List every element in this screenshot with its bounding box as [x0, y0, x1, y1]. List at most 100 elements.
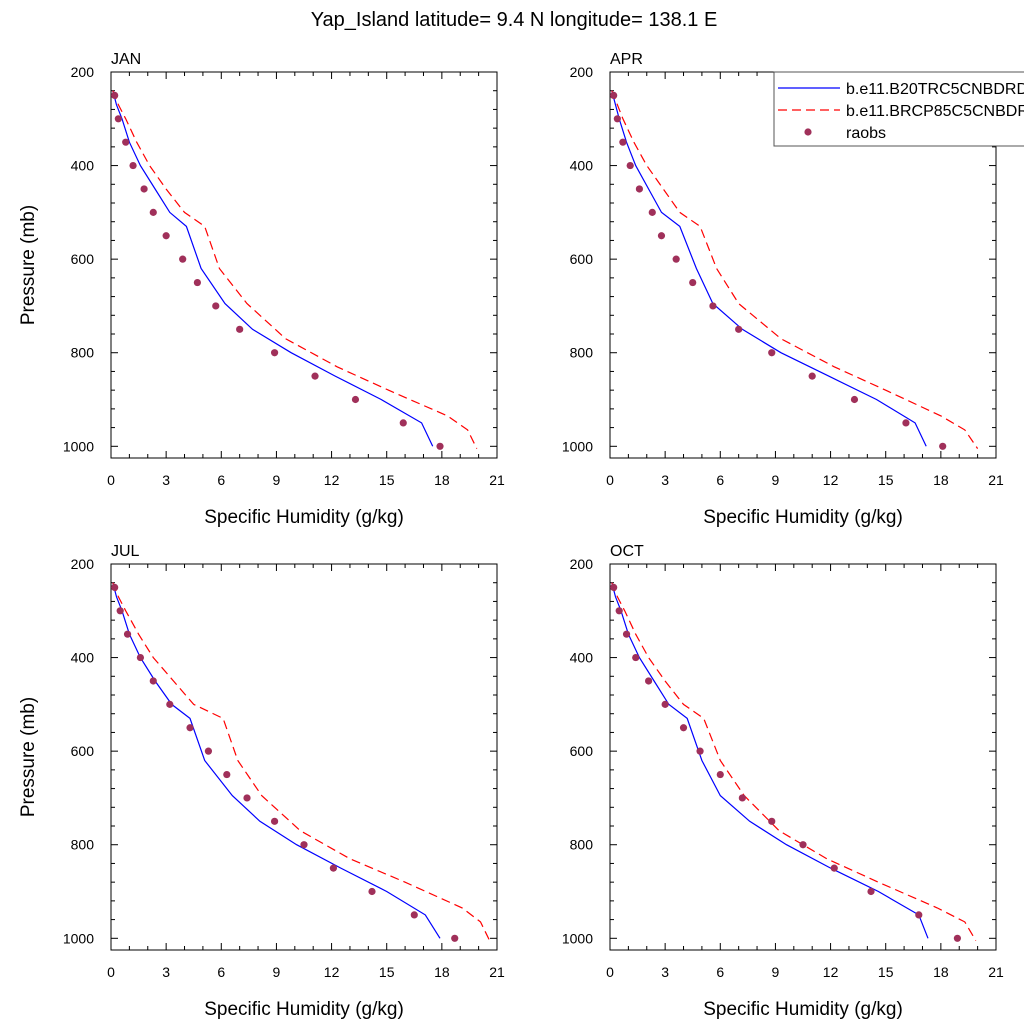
raobs-point	[300, 841, 308, 849]
raobs-point	[902, 419, 910, 427]
y-tick-label: 400	[570, 650, 594, 666]
plot-frame	[110, 71, 498, 459]
y-tick-label: 400	[71, 650, 95, 666]
x-tick-label: 9	[772, 964, 780, 980]
y-tick-label: 600	[570, 251, 594, 267]
plot-frame	[609, 563, 997, 951]
x-tick-label: 18	[434, 964, 450, 980]
legend: b.e11.B20TRC5CNBDRD b.e11.BRCP85C5CNBDRD r…	[773, 71, 1024, 147]
raobs-point	[738, 794, 746, 802]
raobs-point	[613, 115, 621, 123]
y-tick-label: 1000	[63, 930, 94, 946]
raobs-point	[122, 138, 130, 146]
raobs-point	[799, 841, 807, 849]
raobs-point	[615, 607, 623, 615]
y-tick-label: 200	[570, 556, 594, 572]
series-line-hist	[611, 582, 929, 939]
x-tick-label: 9	[772, 472, 780, 488]
raobs-point	[243, 794, 251, 802]
raobs-point	[632, 653, 640, 662]
raobs-point	[149, 677, 157, 685]
x-tick-label: 12	[823, 964, 839, 980]
raobs-point	[136, 653, 145, 662]
raobs-point	[270, 349, 279, 357]
panel-label: OCT	[610, 543, 644, 560]
raobs-point	[270, 817, 279, 825]
x-tick-label: 18	[933, 964, 949, 980]
raobs-point	[129, 161, 137, 170]
raobs-point	[939, 442, 947, 450]
figure-title: Yap_Island latitude= 9.4 N longitude= 13…	[311, 9, 718, 31]
x-tick-label: 6	[217, 964, 225, 980]
y-axis-title: Pressure (mb)	[18, 205, 39, 325]
raobs-point	[149, 208, 157, 216]
raobs-point	[830, 864, 838, 872]
x-tick-label: 15	[379, 472, 395, 488]
legend-label: b.e11.B20TRC5CNBDRD	[846, 81, 1024, 98]
x-tick-label: 9	[273, 472, 281, 488]
raobs-point	[679, 724, 688, 732]
series-line-rcp85	[112, 582, 491, 941]
raobs-point	[768, 817, 776, 825]
raobs-point	[114, 115, 122, 123]
x-tick-label: 3	[661, 964, 669, 980]
raobs-point	[610, 583, 618, 591]
y-tick-label: 1000	[562, 930, 593, 946]
raobs-point	[645, 677, 653, 685]
raobs-point	[140, 185, 148, 193]
y-tick-label: 800	[570, 345, 594, 361]
raobs-point	[735, 325, 743, 333]
raobs-point	[193, 278, 201, 287]
panel-label: JAN	[111, 51, 141, 68]
series-line-hist	[611, 90, 927, 447]
raobs-point	[657, 232, 666, 240]
x-tick-label: 21	[988, 472, 1004, 488]
raobs-point	[368, 887, 376, 896]
raobs-point	[626, 161, 634, 170]
panel-label: APR	[610, 51, 643, 68]
x-tick-label: 0	[107, 964, 115, 980]
legend-box	[773, 71, 1024, 147]
raobs-point	[808, 372, 816, 380]
raobs-point	[204, 747, 213, 755]
x-tick-label: 15	[379, 964, 395, 980]
raobs-point	[867, 887, 875, 896]
x-tick-label: 6	[217, 472, 225, 488]
raobs-point	[162, 232, 170, 240]
raobs-point	[212, 302, 220, 310]
raobs-point	[648, 208, 656, 216]
raobs-point	[850, 395, 859, 404]
raobs-point	[915, 911, 923, 919]
x-tick-label: 0	[107, 472, 115, 488]
y-tick-label: 800	[71, 837, 95, 853]
raobs-point	[329, 864, 338, 872]
raobs-point	[223, 770, 231, 779]
x-axis-title: Specific Humidity (g/kg)	[204, 999, 404, 1020]
x-tick-label: 18	[434, 472, 450, 488]
x-tick-label: 15	[878, 472, 894, 488]
x-tick-label: 3	[162, 964, 170, 980]
y-tick-label: 200	[71, 556, 95, 572]
y-tick-label: 400	[570, 158, 594, 174]
x-tick-label: 21	[988, 964, 1004, 980]
panel-apr: APR 0 3 6 9 12 15 18 21 200 400 600 800 1000 Specific …	[562, 51, 1004, 528]
panel-jul: JUL 0 3 6 9 12 15 18 21 200 400 600 800 1000 Specific …	[18, 543, 505, 1020]
y-tick-label: 1000	[562, 438, 593, 454]
series-line-hist	[112, 582, 441, 939]
raobs-point	[768, 349, 776, 357]
raobs-point	[236, 325, 244, 333]
y-tick-label: 1000	[63, 438, 94, 454]
raobs-point	[351, 395, 360, 404]
series-line-rcp85	[112, 90, 478, 449]
raobs-point	[622, 630, 631, 638]
raobs-point	[186, 724, 194, 732]
series-line-rcp85	[611, 582, 977, 941]
x-tick-label: 0	[606, 472, 614, 488]
raobs-point	[436, 442, 444, 450]
x-tick-label: 12	[324, 964, 340, 980]
x-tick-label: 15	[878, 964, 894, 980]
y-tick-label: 800	[71, 345, 95, 361]
raobs-point	[689, 278, 697, 287]
